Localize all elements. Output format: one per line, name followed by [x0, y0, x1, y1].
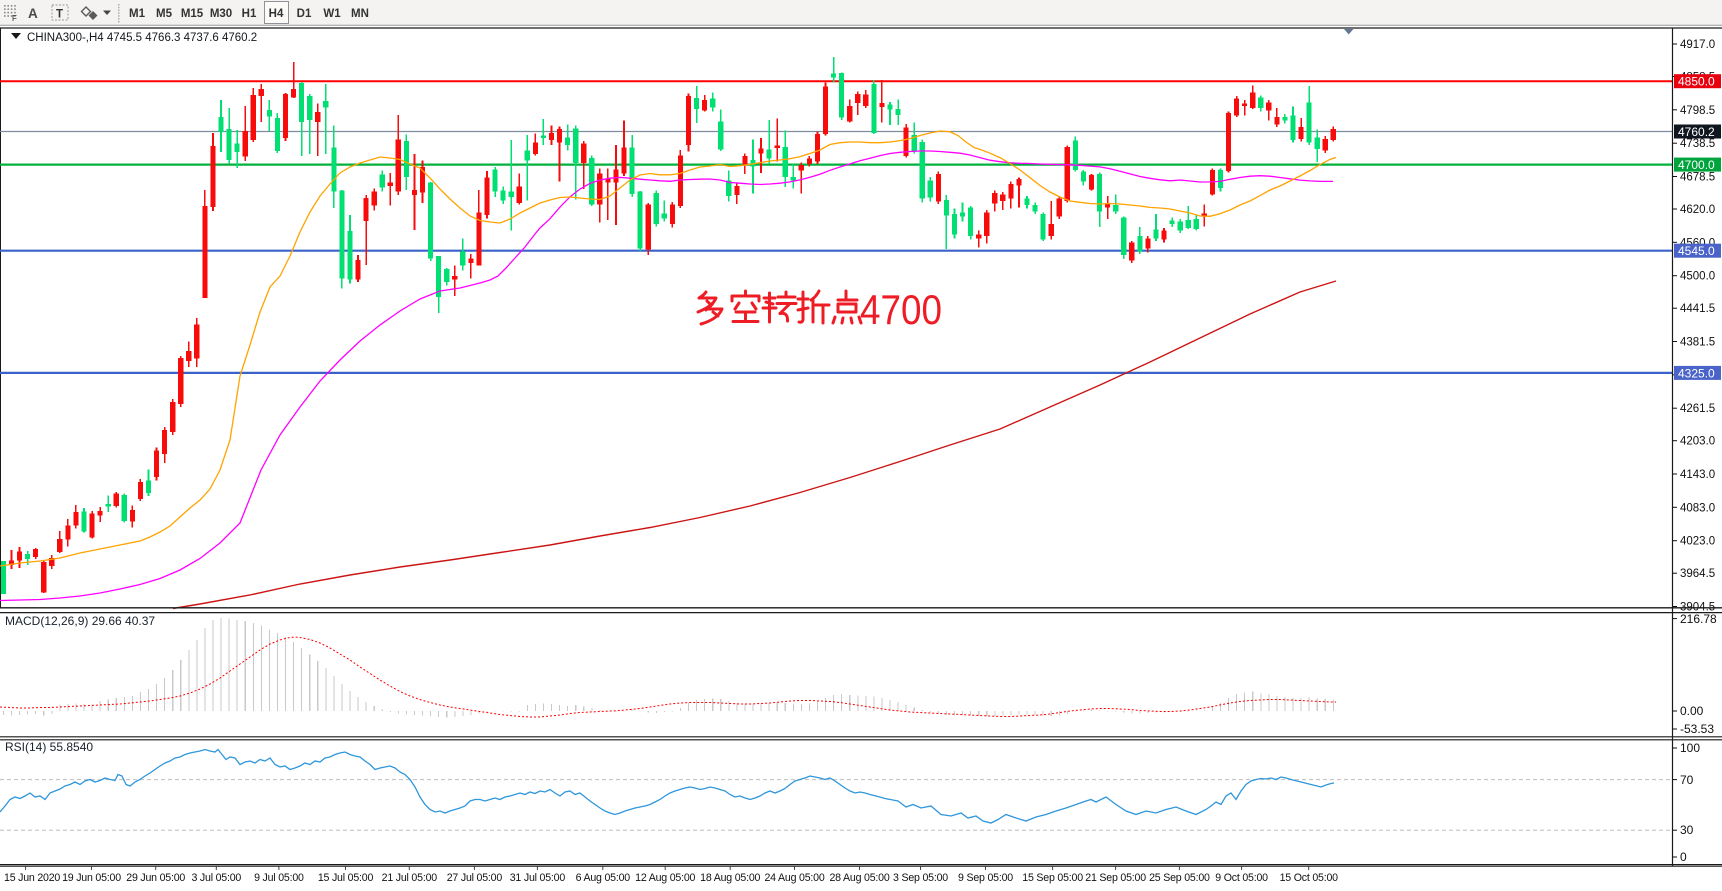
- svg-text:M30: M30: [210, 8, 232, 20]
- svg-text:4620.0: 4620.0: [1680, 204, 1715, 216]
- svg-text:3904.5: 3904.5: [1680, 602, 1715, 614]
- svg-text:A: A: [28, 6, 38, 21]
- svg-text:4700: 4700: [860, 286, 942, 333]
- svg-text:4325.0: 4325.0: [1678, 366, 1715, 380]
- svg-text:25 Sep 05:00: 25 Sep 05:00: [1149, 872, 1210, 884]
- svg-text:H1: H1: [242, 8, 257, 20]
- svg-text:30: 30: [1680, 823, 1694, 837]
- svg-text:3 Sep 05:00: 3 Sep 05:00: [893, 872, 948, 884]
- svg-text:15 Jul 05:00: 15 Jul 05:00: [318, 872, 374, 884]
- svg-text:0.00: 0.00: [1680, 704, 1704, 718]
- svg-text:4023.0: 4023.0: [1680, 536, 1715, 548]
- svg-text:4381.5: 4381.5: [1680, 337, 1715, 349]
- svg-text:M15: M15: [181, 8, 204, 20]
- svg-text:4083.0: 4083.0: [1680, 502, 1715, 514]
- svg-text:4441.5: 4441.5: [1680, 303, 1715, 315]
- svg-text:MN: MN: [351, 8, 369, 20]
- svg-text:15 Oct 05:00: 15 Oct 05:00: [1280, 872, 1339, 884]
- svg-text:4678.5: 4678.5: [1680, 172, 1715, 184]
- svg-text:29 Jun 05:00: 29 Jun 05:00: [126, 872, 185, 884]
- svg-text:12 Aug 05:00: 12 Aug 05:00: [635, 872, 695, 884]
- svg-text:H4: H4: [269, 8, 284, 20]
- svg-text:D1: D1: [297, 8, 312, 20]
- svg-text:MACD(12,26,9) 29.66 40.37: MACD(12,26,9) 29.66 40.37: [5, 614, 155, 628]
- svg-text:21 Sep 05:00: 21 Sep 05:00: [1085, 872, 1146, 884]
- svg-text:T: T: [56, 9, 63, 21]
- svg-text:4760.2: 4760.2: [1678, 125, 1715, 139]
- svg-text:0: 0: [1680, 850, 1687, 864]
- svg-text:19 Jun 05:00: 19 Jun 05:00: [62, 872, 121, 884]
- svg-text:9 Jul 05:00: 9 Jul 05:00: [254, 872, 304, 884]
- svg-text:24 Aug 05:00: 24 Aug 05:00: [764, 872, 824, 884]
- svg-text:31 Jul 05:00: 31 Jul 05:00: [510, 872, 566, 884]
- svg-text:4203.0: 4203.0: [1680, 436, 1715, 448]
- svg-text:RSI(14) 55.8540: RSI(14) 55.8540: [5, 740, 93, 754]
- svg-text:28 Aug 05:00: 28 Aug 05:00: [829, 872, 889, 884]
- svg-text:4798.5: 4798.5: [1680, 105, 1715, 117]
- svg-text:4500.0: 4500.0: [1680, 271, 1715, 283]
- svg-text:3 Jul 05:00: 3 Jul 05:00: [191, 872, 241, 884]
- svg-text:100: 100: [1680, 741, 1700, 755]
- svg-text:F: F: [12, 14, 17, 23]
- svg-text:4917.0: 4917.0: [1680, 39, 1715, 51]
- svg-text:4143.0: 4143.0: [1680, 469, 1715, 481]
- svg-text:CHINA300-,H4 4745.5 4766.3 47: CHINA300-,H4 4745.5 4766.3 4737.6 4760.2: [27, 32, 257, 44]
- svg-text:27 Jul 05:00: 27 Jul 05:00: [447, 872, 503, 884]
- svg-text:4850.0: 4850.0: [1678, 75, 1715, 89]
- svg-text:9 Oct 05:00: 9 Oct 05:00: [1215, 872, 1268, 884]
- svg-text:70: 70: [1680, 773, 1694, 787]
- svg-text:15 Sep 05:00: 15 Sep 05:00: [1022, 872, 1083, 884]
- svg-text:4738.5: 4738.5: [1680, 138, 1715, 150]
- svg-text:4545.0: 4545.0: [1678, 244, 1715, 258]
- svg-text:4700.0: 4700.0: [1678, 158, 1715, 172]
- svg-text:6 Aug 05:00: 6 Aug 05:00: [576, 872, 631, 884]
- svg-text:21 Jul 05:00: 21 Jul 05:00: [382, 872, 438, 884]
- svg-text:-53.53: -53.53: [1680, 722, 1714, 736]
- svg-text:216.78: 216.78: [1680, 612, 1717, 626]
- svg-text:18 Aug 05:00: 18 Aug 05:00: [700, 872, 760, 884]
- svg-text:M5: M5: [156, 8, 173, 20]
- svg-text:4261.5: 4261.5: [1680, 403, 1715, 415]
- svg-text:W1: W1: [323, 8, 341, 20]
- svg-text:15 Jun 2020: 15 Jun 2020: [4, 872, 60, 884]
- svg-text:M1: M1: [129, 8, 146, 20]
- svg-text:3964.5: 3964.5: [1680, 568, 1715, 580]
- svg-text:9 Sep 05:00: 9 Sep 05:00: [958, 872, 1013, 884]
